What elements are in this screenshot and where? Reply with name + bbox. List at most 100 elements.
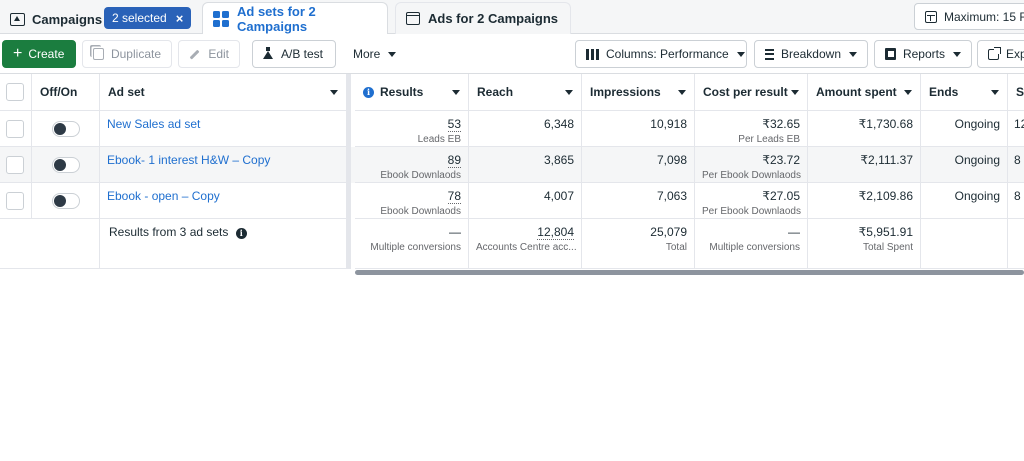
- ad-set-toggle[interactable]: [52, 157, 80, 173]
- frozen-column-divider[interactable]: [347, 74, 351, 269]
- results-value[interactable]: 89: [447, 153, 461, 168]
- sort-chevron-icon[interactable]: [678, 89, 686, 95]
- row-checkbox[interactable]: [6, 156, 24, 174]
- summary-label: Results from 3 ad sets: [109, 225, 229, 239]
- header-reach[interactable]: Reach: [469, 74, 582, 111]
- header-ends[interactable]: Ends: [921, 74, 1008, 111]
- ads-window-icon: [406, 12, 420, 25]
- summary-ends-cell: [921, 219, 1008, 269]
- results-sub: Leads EB: [417, 134, 461, 145]
- results-cell: 89 Ebook Downlaods: [355, 147, 469, 183]
- reach-cell: 4,007: [469, 183, 582, 219]
- ad-set-name-link[interactable]: Ebook - open – Copy: [100, 183, 347, 219]
- sort-chevron-icon[interactable]: [330, 89, 338, 95]
- s-cell: 8: [1008, 147, 1024, 183]
- cost-per-result-cell: ₹32.65 Per Leads EB: [695, 111, 808, 147]
- header-amount-spent[interactable]: Amount spent: [808, 74, 921, 111]
- plus-icon: +: [13, 45, 23, 62]
- ab-test-button-label: A/B test: [281, 47, 324, 61]
- sort-chevron-icon[interactable]: [791, 89, 799, 95]
- tab-ad-sets-label: Ad sets for 2 Campaigns: [237, 3, 316, 34]
- header-cost-per-result-label: Cost per result: [703, 85, 788, 99]
- ad-set-name-link[interactable]: Ebook- 1 interest H&W – Copy: [100, 147, 347, 183]
- summary-impressions-cell: 25,079 Total: [582, 219, 695, 269]
- summary-reach-value[interactable]: 12,804: [537, 225, 574, 240]
- row-toggle-cell: [32, 147, 100, 183]
- cpr-sub: Per Leads EB: [738, 134, 800, 145]
- date-range-button[interactable]: Maximum: 15 Fe: [914, 3, 1024, 30]
- summary-results-value: —: [449, 225, 461, 239]
- export-button-label: Exp: [1006, 47, 1024, 61]
- summary-cpr-sub: Multiple conversions: [709, 242, 800, 253]
- header-ad-set[interactable]: Ad set: [100, 74, 347, 111]
- info-icon[interactable]: i: [235, 227, 247, 239]
- row-select-cell: [0, 183, 32, 219]
- columns-button[interactable]: Columns: Performance: [575, 40, 747, 68]
- columns-button-label: Columns: Performance: [606, 47, 729, 61]
- select-all-checkbox[interactable]: [6, 83, 24, 101]
- ab-test-button[interactable]: A/B test: [252, 40, 336, 68]
- sort-chevron-icon[interactable]: [452, 89, 460, 95]
- reach-cell: 6,348: [469, 111, 582, 147]
- sort-chevron-icon[interactable]: [565, 89, 573, 95]
- cpr-sub: Per Ebook Downlaods: [702, 170, 801, 181]
- row-checkbox[interactable]: [6, 120, 24, 138]
- amount-spent-cell: ₹2,109.86: [808, 183, 921, 219]
- header-s[interactable]: S: [1008, 74, 1024, 111]
- toolbar: + Create Duplicate Edit A/B test More Co…: [0, 34, 1024, 74]
- row-checkbox[interactable]: [6, 192, 24, 210]
- results-value[interactable]: 78: [447, 189, 461, 204]
- clear-selection-close-icon[interactable]: ×: [175, 10, 184, 26]
- select-all-cell: [0, 74, 32, 111]
- breakdown-button[interactable]: Breakdown: [754, 40, 868, 68]
- ad-set-toggle[interactable]: [52, 193, 80, 209]
- export-button[interactable]: Exp: [977, 40, 1024, 68]
- header-results-label: Results: [380, 85, 424, 99]
- flask-icon: [263, 47, 273, 59]
- chevron-down-icon: [953, 51, 961, 57]
- results-value[interactable]: 53: [447, 117, 461, 132]
- ad-set-name-link[interactable]: New Sales ad set: [100, 111, 347, 147]
- s-cell: 12: [1008, 111, 1024, 147]
- calendar-icon: [925, 10, 937, 23]
- header-ends-label: Ends: [929, 85, 959, 99]
- info-icon[interactable]: i: [363, 86, 374, 98]
- summary-cpr-value: —: [788, 225, 800, 239]
- reports-button[interactable]: Reports: [874, 40, 972, 68]
- date-range-label: Maximum: 15 Fe: [944, 9, 1024, 24]
- header-impressions-label: Impressions: [590, 85, 661, 99]
- header-results[interactable]: i Results: [355, 74, 469, 111]
- summary-cpr-cell: — Multiple conversions: [695, 219, 808, 269]
- ad-set-toggle[interactable]: [52, 121, 80, 137]
- impressions-cell: 10,918: [582, 111, 695, 147]
- selected-badge[interactable]: 2 selected ×: [104, 7, 192, 29]
- more-button[interactable]: More: [342, 40, 406, 68]
- duplicate-button[interactable]: Duplicate: [82, 40, 172, 68]
- amount-spent-cell: ₹2,111.37: [808, 147, 921, 183]
- horizontal-scrollbar[interactable]: [355, 270, 1024, 275]
- header-cost-per-result[interactable]: Cost per result: [695, 74, 808, 111]
- header-impressions[interactable]: Impressions: [582, 74, 695, 111]
- header-amount-spent-label: Amount spent: [816, 85, 897, 99]
- summary-impressions-sub: Total: [665, 242, 687, 253]
- tab-ad-sets[interactable]: Ad sets for 2 Campaigns: [202, 2, 388, 34]
- cpr-sub: Per Ebook Downlaods: [702, 206, 801, 217]
- chevron-down-icon: [736, 51, 745, 57]
- row-select-cell: [0, 147, 32, 183]
- cost-per-result-cell: ₹27.05 Per Ebook Downlaods: [695, 183, 808, 219]
- tab-ads[interactable]: Ads for 2 Campaigns: [395, 2, 571, 34]
- edit-button[interactable]: Edit: [178, 40, 240, 68]
- reports-button-label: Reports: [902, 47, 945, 61]
- breakdown-icon: [765, 48, 774, 60]
- summary-reach-cell: 12,804 Accounts Centre acc...: [469, 219, 582, 269]
- tab-campaigns[interactable]: Campaigns: [10, 4, 102, 34]
- header-off-on-label: Off/On: [40, 85, 78, 99]
- create-button[interactable]: + Create: [2, 40, 76, 68]
- header-reach-label: Reach: [477, 85, 514, 99]
- results-sub: Ebook Downlaods: [380, 206, 461, 217]
- reach-cell: 3,865: [469, 147, 582, 183]
- duplicate-icon: [93, 48, 104, 60]
- reports-icon: [885, 48, 896, 60]
- sort-chevron-icon[interactable]: [904, 89, 912, 95]
- sort-chevron-icon[interactable]: [991, 89, 999, 95]
